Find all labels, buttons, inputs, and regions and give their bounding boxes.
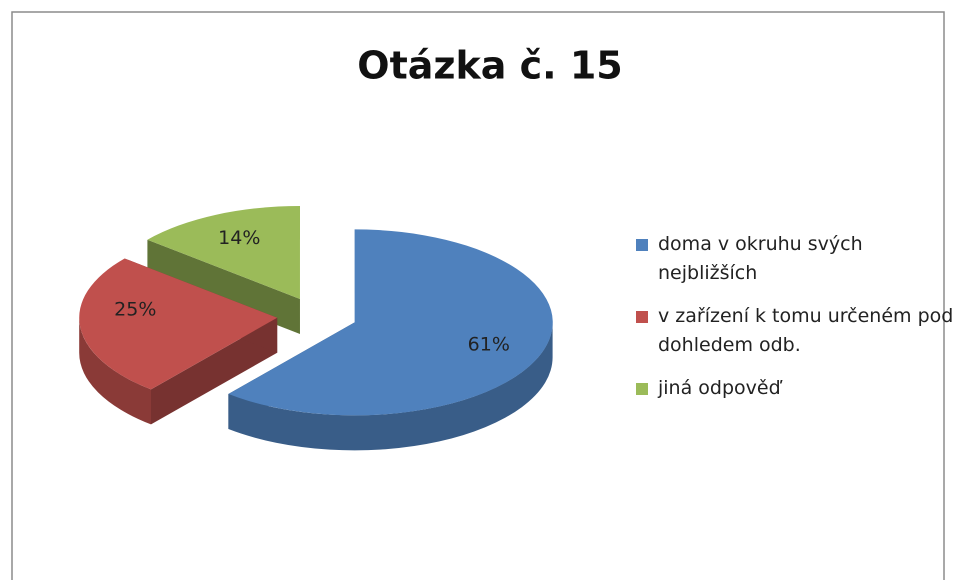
legend-item: jiná odpověď (636, 374, 954, 403)
legend-item: doma v okruhu svých nejbližších (636, 230, 954, 288)
chart-frame (11, 11, 945, 580)
legend-label: jiná odpověď (658, 377, 781, 399)
legend: doma v okruhu svých nejbližších v zařízen… (636, 230, 954, 417)
data-label: 61% (468, 334, 510, 356)
slice-wall (228, 322, 553, 451)
chart-title: Otázka č. 15 (357, 44, 622, 88)
legend-swatch (636, 383, 648, 395)
slice (79, 258, 278, 390)
slice-side (147, 239, 300, 335)
legend-swatch (636, 311, 648, 323)
slice (147, 205, 300, 300)
legend-item: v zařízení k tomu určeném pod dohledem o… (636, 302, 954, 360)
data-label: 14% (218, 227, 260, 249)
slice-wall (79, 317, 151, 425)
data-label: 25% (114, 299, 156, 321)
legend-label: v zařízení k tomu určeném pod dohledem o… (658, 305, 954, 356)
pie: 61% 25% 14% (79, 205, 553, 451)
legend-label: doma v okruhu svých nejbližších (658, 233, 863, 284)
slice-side (151, 317, 278, 425)
slice (228, 229, 553, 416)
legend-swatch (636, 239, 648, 251)
